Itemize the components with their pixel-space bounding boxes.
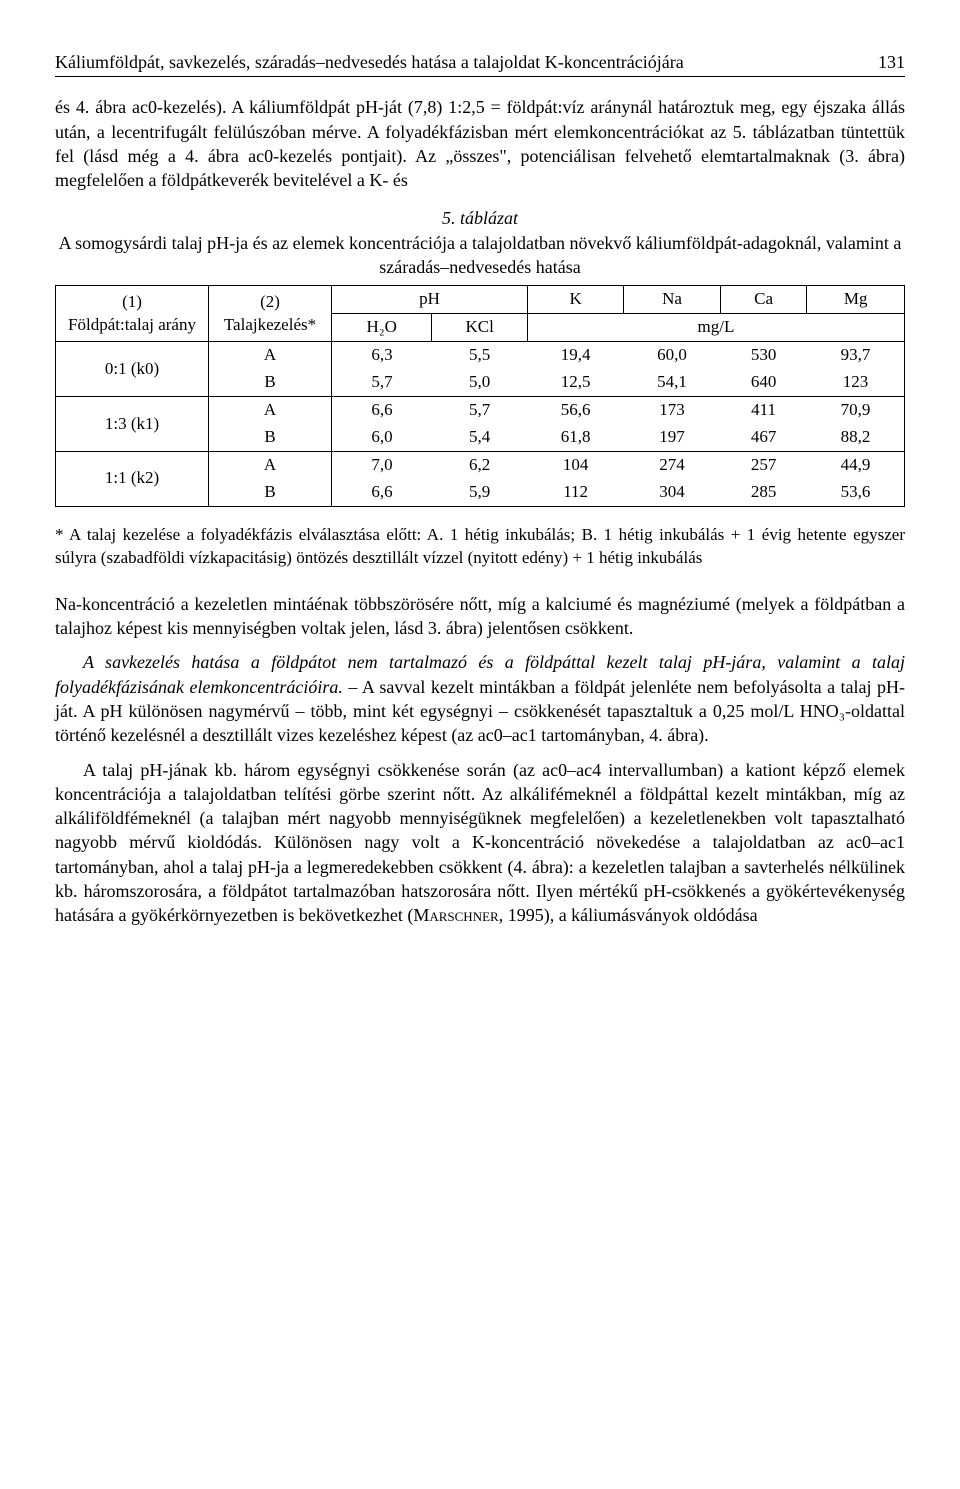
paragraph-1: és 4. ábra ac0-kezelés). A káliumföldpát…	[55, 95, 905, 192]
k-header: K	[527, 286, 623, 314]
running-header: Káliumföldpát, savkezelés, száradás–nedv…	[55, 50, 905, 77]
table-footnote: * A talaj kezelése a folyadékfázis elvál…	[55, 524, 905, 570]
table-row: 0:1 (k0) A 6,3 5,5 19,4 60,0 530 93,7	[56, 342, 905, 369]
table-caption-text: A somogysárdi talaj pH-ja és az elemek k…	[59, 233, 902, 277]
para4-a: A talaj pH-jának kb. három egységnyi csö…	[55, 760, 905, 926]
mgl-header: mg/L	[527, 314, 904, 342]
na-header: Na	[624, 286, 720, 314]
ph-header: pH	[332, 286, 528, 314]
para4-b: , 1995), a káliumásványok oldódása	[499, 905, 758, 925]
paragraph-3: A savkezelés hatása a földpátot nem tart…	[55, 650, 905, 747]
mg-header: Mg	[807, 286, 905, 314]
data-table: (1) Földpát:talaj arány (2) Talaj­kezelé…	[55, 285, 905, 507]
table-caption: 5. táblázat A somogysárdi talaj pH-ja és…	[55, 206, 905, 279]
table-row: 1:1 (k2) A 7,0 6,2 104 274 257 44,9	[56, 452, 905, 479]
paragraph-4: A talaj pH-jának kb. három egységnyi csö…	[55, 758, 905, 928]
page-number: 131	[878, 50, 905, 74]
table-label: 5. táblázat	[442, 208, 518, 228]
col1-header: (1) Földpát:talaj arány	[56, 286, 209, 342]
ca-header: Ca	[720, 286, 807, 314]
table-row: 1:3 (k1) A 6,6 5,7 56,6 173 411 70,9	[56, 397, 905, 424]
h2o-header: H₂O	[332, 314, 432, 342]
kcl-header: KCl	[432, 314, 527, 342]
col2-header: (2) Talaj­kezelés*	[209, 286, 332, 342]
paragraph-2: Na-koncentráció a kezeletlen mintáénak t…	[55, 592, 905, 641]
para4-cite: Marschner	[413, 905, 498, 925]
running-title: Káliumföldpát, savkezelés, száradás–nedv…	[55, 50, 684, 74]
